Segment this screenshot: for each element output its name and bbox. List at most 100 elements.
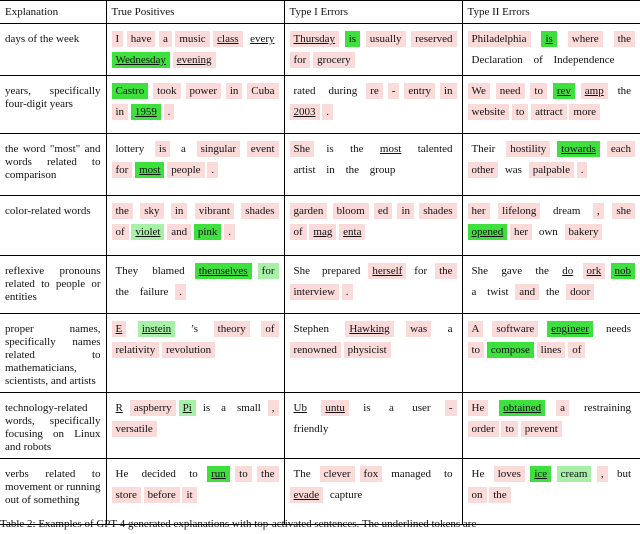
token-text: managed [391, 468, 431, 480]
token-text: Cuba [251, 85, 275, 97]
token-line: garden bloom ed in shades of mag enta [289, 201, 457, 243]
token-line: Ub untu is a user - friendly [290, 398, 457, 440]
token: is [359, 400, 374, 416]
token-text: order [471, 423, 495, 435]
example-cell: A software engineer needs to compose lin… [461, 313, 640, 393]
token: ’s [187, 321, 202, 337]
token-text: towards [561, 143, 596, 155]
token-text: She [293, 265, 311, 277]
token: is [541, 31, 557, 47]
token: for [257, 263, 279, 279]
example-cell: Philadelphia is where the Declaration of… [461, 23, 640, 76]
token-text: Declaration [471, 54, 523, 66]
token-text: in [115, 106, 125, 118]
token: attract [531, 104, 567, 120]
token-text: every [250, 33, 275, 45]
token: small [233, 400, 265, 416]
token-text: . [345, 286, 349, 298]
token-line: They blamed themselves for the failure . [112, 261, 279, 303]
token-text: versatile [115, 423, 153, 435]
token: have [126, 31, 156, 47]
token-text: violet [135, 226, 161, 238]
token-text: Ub [293, 402, 307, 414]
token-text: it [186, 489, 193, 501]
token-text: artist [293, 164, 316, 176]
token-text: most [379, 143, 402, 155]
token-text: 2003 [293, 106, 316, 118]
token: a [217, 400, 230, 416]
token-text: website [471, 106, 506, 118]
token-text: She [471, 265, 489, 277]
token-text: Castro [115, 85, 145, 97]
token: He [468, 466, 489, 482]
token: I [111, 31, 124, 47]
token: loves [493, 466, 525, 482]
token: in [111, 104, 129, 120]
token-text: re [370, 85, 379, 97]
token-text: rated [293, 85, 316, 97]
token: store [111, 487, 141, 503]
example-cell: garden bloom ed in shades of mag enta [283, 195, 462, 256]
token: took [153, 83, 181, 99]
token: a [556, 400, 570, 416]
token: revolution [161, 342, 216, 358]
table-row: years, specifically four-digit years Cast… [0, 75, 640, 134]
token: violet [131, 224, 165, 240]
token-line: She gave the do ork nob a twist and the … [468, 261, 636, 303]
token-text: run [211, 468, 226, 480]
token-line: She is the most talented artist in the g… [289, 139, 457, 181]
token: . [163, 104, 175, 120]
token-text: is [326, 143, 334, 155]
token-text: a [162, 33, 168, 45]
token: compose [486, 342, 534, 358]
token: She [290, 263, 315, 279]
token: Philadelphia [467, 31, 531, 47]
token-text: in [174, 205, 184, 217]
token: Pi [178, 400, 196, 416]
token-text: usually [369, 33, 402, 45]
token: the [342, 162, 363, 178]
token-text: amp [584, 85, 604, 97]
token-line: her lifelong dream , she opened her own … [467, 201, 636, 243]
token: evening [172, 52, 216, 68]
token: prepared [318, 263, 364, 279]
token-text: grocery [317, 54, 351, 66]
column-header: True Positives [105, 0, 284, 24]
token-text: hostility [510, 143, 547, 155]
explanation: years, specifically four-digit years [0, 75, 106, 134]
token: was [501, 162, 526, 178]
token: clever [319, 466, 355, 482]
explanation: days of the week [0, 23, 106, 76]
token: . [322, 104, 333, 120]
token: theory [213, 321, 250, 337]
token: They [112, 263, 143, 279]
token: in [397, 203, 415, 219]
table-row: technology-related words, specifically f… [0, 392, 640, 459]
token-text: group [369, 164, 396, 176]
token: before [143, 487, 180, 503]
token: to [235, 466, 252, 482]
token-text: Hawking [349, 323, 390, 335]
token: pink [193, 224, 222, 240]
token-text: decided [141, 468, 176, 480]
token-text: a [388, 402, 394, 414]
token: untu [321, 400, 349, 416]
token: . [175, 284, 186, 300]
token-text: in [326, 164, 335, 176]
token-text: for [115, 164, 129, 176]
token-line: lottery is a singular event for most peo… [111, 139, 279, 181]
example-cell: They blamed themselves for the failure . [105, 255, 284, 314]
token-text: . [179, 286, 182, 298]
token-text: blamed [152, 265, 185, 277]
example-cell: E instein ’s theory of relativity revolu… [105, 313, 284, 393]
token: a [444, 321, 457, 337]
token: during [324, 83, 361, 99]
token-text: need [499, 85, 521, 97]
explanation: the word "most" and words related to com… [0, 133, 106, 196]
token-text: entry [408, 85, 431, 97]
token: Independence [549, 52, 618, 68]
token-text: Philadelphia [471, 33, 527, 45]
token-text: music [179, 33, 206, 45]
